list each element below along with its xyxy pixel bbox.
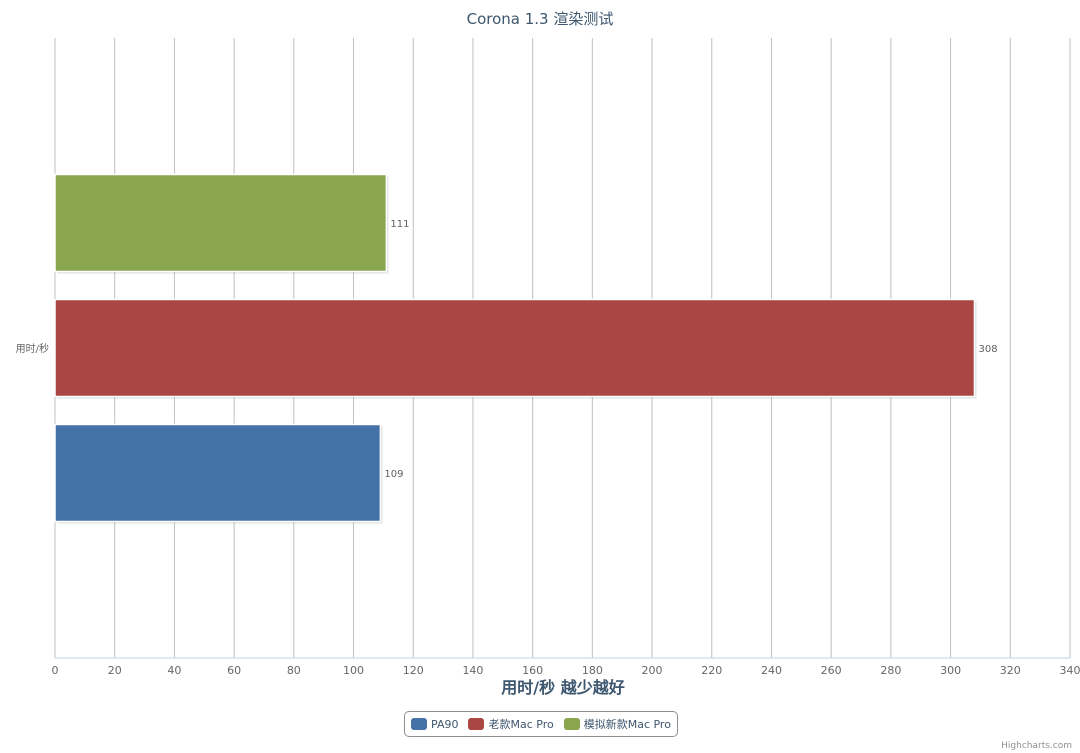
x-tick-label: 180 [582, 664, 603, 677]
bars [54, 173, 977, 524]
legend-swatch [468, 718, 485, 730]
x-tick-label: 60 [227, 664, 241, 677]
x-tick-label: 120 [403, 664, 424, 677]
x-tick-label: 320 [1000, 664, 1021, 677]
x-tick-label: 40 [167, 664, 181, 677]
bar-2[interactable] [54, 173, 388, 273]
x-tick-label: 300 [940, 664, 961, 677]
x-tick-label: 20 [108, 664, 122, 677]
x-tick-label: 140 [462, 664, 483, 677]
bar-1[interactable] [54, 298, 976, 398]
legend-label: PA90 [431, 717, 459, 731]
y-axis-categories: 用时/秒 [16, 342, 49, 355]
legend-swatch [563, 718, 580, 730]
legend-item-series-1[interactable]: 老款Mac Pro [468, 716, 554, 732]
x-tick-label: 80 [287, 664, 301, 677]
chart-title: Corona 1.3 渲染测试 [466, 10, 614, 28]
x-tick-label: 220 [701, 664, 722, 677]
x-tick-label: 200 [642, 664, 663, 677]
bar-0[interactable] [54, 423, 382, 523]
legend-label: 模拟新款Mac Pro [583, 718, 671, 731]
x-tick-label: 260 [821, 664, 842, 677]
x-tick-label: 340 [1060, 664, 1080, 677]
x-tick-label: 0 [52, 664, 59, 677]
x-axis-title: 用时/秒 越少越好 [501, 678, 624, 697]
y-category-label: 用时/秒 [16, 342, 49, 355]
chart-legend[interactable]: PA90 老款Mac Pro 模拟新款Mac Pro [404, 711, 678, 737]
legend-label: 老款Mac Pro [488, 718, 554, 731]
data-label-2: 111 [390, 219, 409, 230]
data-labels: 109 308 111 [384, 219, 997, 480]
data-label-0: 109 [384, 469, 403, 480]
x-tick-label: 100 [343, 664, 364, 677]
legend-swatch [411, 718, 428, 730]
x-axis-ticks: 0 20 40 60 80 100 120 140 160 180 200 220 240 260 280 3… [52, 664, 1080, 677]
x-tick-label: 280 [880, 664, 901, 677]
x-tick-label: 240 [761, 664, 782, 677]
x-tick-label: 160 [522, 664, 543, 677]
legend-item-series-2[interactable]: 模拟新款Mac Pro [563, 716, 671, 732]
credits-text[interactable]: Highcharts.com [1001, 741, 1072, 751]
legend-item-series-0[interactable]: PA90 [411, 718, 458, 731]
data-label-1: 308 [978, 344, 997, 355]
